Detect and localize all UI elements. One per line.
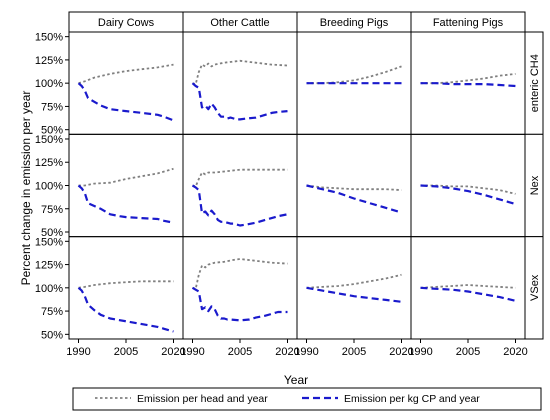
y-tick-label-1-4: 150%: [35, 134, 63, 146]
y-tick-label-2-0: 50%: [41, 329, 63, 341]
x-tick-label-1-0: 1990: [180, 346, 204, 358]
y-axis-title: Percent change in emission per year: [19, 91, 33, 286]
panel-6: [296, 133, 412, 238]
facet-label-column-2: Breeding Pigs: [320, 17, 389, 29]
panel-frame-0: [68, 31, 184, 135]
panel-10: [296, 236, 412, 340]
y-tick-label-1-2: 100%: [35, 180, 63, 192]
panel-2: [296, 31, 412, 135]
series-line-3-0: [420, 73, 516, 85]
series-line-2-0: [306, 65, 402, 85]
panel-8: [68, 236, 184, 340]
panel-frame-9: [182, 236, 298, 340]
series-line-6-1: [306, 184, 402, 214]
x-axis-title: Year: [284, 373, 308, 387]
facet-label-column-1: Other Cattle: [210, 17, 269, 29]
series-line-4-1: [77, 184, 174, 224]
y-tick-label-0-3: 125%: [35, 55, 63, 67]
x-tick-label-2-1: 2005: [342, 346, 366, 358]
panel-frame-10: [296, 236, 412, 340]
x-tick-label-1-2: 2020: [275, 346, 299, 358]
y-tick-label-1-1: 75%: [41, 204, 63, 216]
facet-label-row-1: Nex: [529, 175, 541, 195]
x-tick-label-2-0: 1990: [294, 346, 318, 358]
x-tick-label-0-1: 2005: [114, 346, 138, 358]
x-tick-label-3-2: 2020: [503, 346, 527, 358]
x-tick-label-0-2: 2020: [161, 346, 185, 358]
y-tick-label-2-4: 150%: [35, 236, 63, 248]
legend-label-0: Emission per head and year: [137, 393, 268, 405]
x-tick-label-1-1: 2005: [228, 346, 252, 358]
y-tick-label-2-3: 125%: [35, 260, 63, 272]
series-line-8-1: [77, 286, 174, 333]
series-line-11-0: [420, 284, 516, 289]
y-tick-label-1-3: 125%: [35, 157, 63, 169]
x-tick-label-0-0: 1990: [66, 346, 90, 358]
series-line-10-0: [306, 273, 402, 289]
panel-frame-6: [296, 133, 412, 238]
facet-label-column-0: Dairy Cows: [98, 17, 155, 29]
y-tick-label-2-1: 75%: [41, 306, 63, 318]
y-tick-label-0-0: 50%: [41, 125, 63, 137]
x-tick-label-3-0: 1990: [408, 346, 432, 358]
panel-frame-11: [410, 236, 526, 340]
y-tick-label-1-0: 50%: [41, 227, 63, 239]
x-tick-label-3-1: 2005: [456, 346, 480, 358]
panel-frame-5: [182, 133, 298, 238]
series-line-8-0: [78, 280, 174, 289]
series-line-11-1: [420, 286, 516, 302]
panel-5: [182, 133, 298, 238]
series-line-5-0: [192, 168, 288, 188]
series-line-9-0: [192, 258, 288, 290]
facet-label-row-0: enteric CH4: [529, 54, 541, 112]
series-line-9-1: [191, 286, 288, 322]
panel-0: [68, 31, 184, 135]
legend-label-1: Emission per kg CP and year: [344, 393, 480, 405]
series-line-1-1: [191, 82, 288, 121]
y-tick-label-0-2: 100%: [35, 78, 63, 90]
panel-1: [182, 31, 298, 135]
panel-7: [410, 133, 526, 238]
panel-frame-7: [410, 133, 526, 238]
panel-9: [182, 236, 298, 340]
facet-label-column-3: Fattening Pigs: [433, 17, 504, 29]
series-line-6-0: [306, 184, 402, 191]
y-tick-label-0-1: 75%: [41, 101, 63, 113]
panel-frame-8: [68, 236, 184, 340]
series-line-0-0: [78, 63, 174, 85]
x-tick-label-2-2: 2020: [389, 346, 413, 358]
series-line-0-1: [77, 82, 174, 122]
y-tick-label-0-4: 150%: [35, 32, 63, 44]
series-line-1-0: [192, 59, 288, 85]
series-line-7-1: [420, 184, 516, 206]
series-line-5-1: [191, 184, 288, 227]
series-line-10-1: [306, 286, 402, 303]
y-tick-label-2-2: 100%: [35, 283, 63, 295]
panel-3: [410, 31, 526, 135]
facet-label-row-2: VSex: [529, 274, 541, 301]
series-line-3-1: [420, 82, 516, 88]
panel-4: [68, 133, 184, 238]
series-line-4-0: [78, 167, 174, 187]
panel-11: [410, 236, 526, 340]
